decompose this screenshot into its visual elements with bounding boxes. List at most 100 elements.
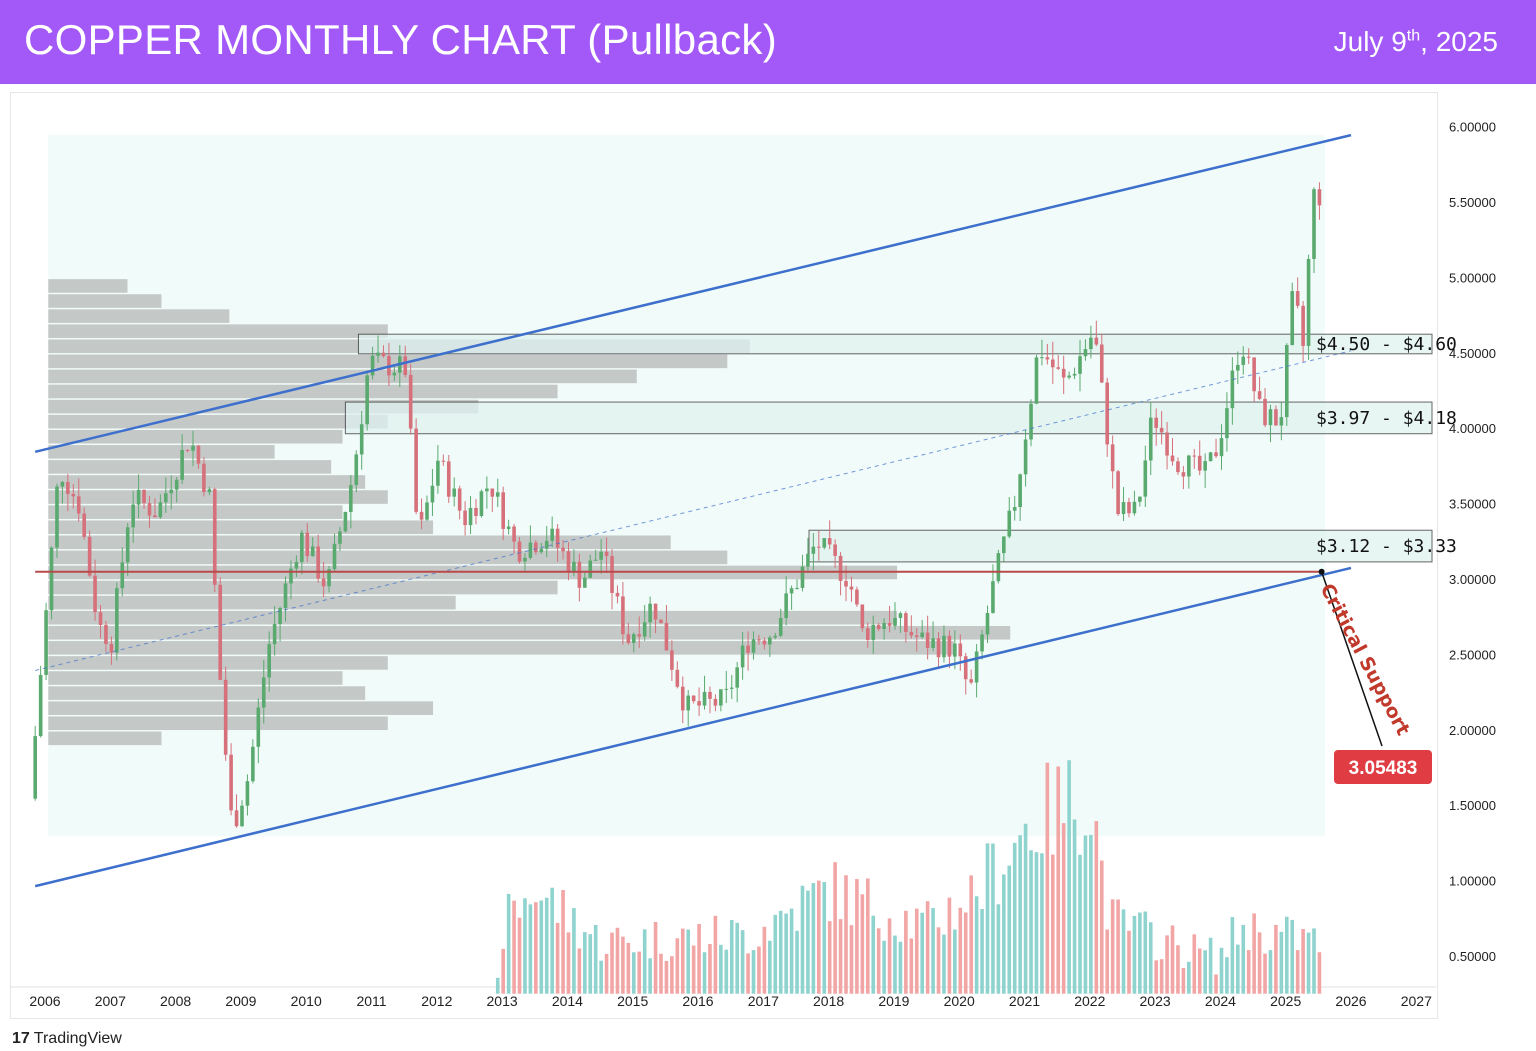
candle-body [1018,474,1022,508]
volume-bar [1203,950,1207,994]
volume-bar [648,958,652,994]
volume-bar [719,944,723,994]
volume-bar [1099,860,1104,994]
volume-profile-bar [48,460,332,474]
candle-body [675,669,680,687]
candle-body [261,677,266,708]
volume-bar [659,953,663,994]
candle-body [517,541,522,562]
volume-profile-bar [48,429,343,444]
candle-body [593,559,598,561]
candle-body [865,628,870,640]
candle-body [60,481,65,487]
candle-body [550,528,554,541]
candle-body [501,492,505,529]
candle-body [294,562,299,569]
candle-body [212,489,217,585]
candle-body [1050,359,1055,368]
volume-bar [1007,865,1012,994]
candle-body [936,638,941,658]
y-tick-label: 5.00000 [1449,270,1496,285]
candle-body [724,688,729,690]
channel [34,133,1352,888]
volume-bar [512,900,516,994]
candle-body [370,355,375,376]
candle-body [376,352,380,356]
volume-bar [822,882,827,994]
volume-profile-bar [48,520,434,535]
candle-body [974,651,979,683]
volume-bar [621,936,625,994]
volume-bar [1279,931,1284,994]
candle-body [1236,364,1240,371]
x-tick-label: 2017 [748,993,779,1009]
volume-bar [1252,913,1256,994]
volume-bar [664,960,669,994]
candle-body [1045,357,1050,360]
candle-body [768,637,772,645]
volume-profile-bar [48,505,343,519]
volume-bar [920,912,924,994]
volume-profile-bar [48,716,388,731]
volume-bar [980,909,984,994]
y-tick-label: 0.50000 [1449,949,1496,964]
volume-bar [773,914,778,994]
candle-body [55,486,59,548]
volume-bar [1301,929,1305,994]
volume-bar [615,927,620,994]
candle-body [920,632,924,638]
volume-bar [985,843,990,994]
volume-bar [768,940,772,994]
candle-body [539,548,544,553]
candle-body [914,635,919,638]
x-tick-label: 2024 [1205,993,1236,1009]
volume-profile-bar [48,701,434,715]
candle-body [98,612,103,625]
candle-body [615,592,620,597]
volume-bar [1219,947,1224,994]
candle-body [485,488,489,492]
volume-bar [855,879,859,994]
volume-bar [925,901,930,994]
volume-bar [1257,932,1262,994]
volume-bar [1312,928,1316,994]
candle-body [691,695,696,702]
candle-body [637,634,642,637]
volume-bar [517,917,522,994]
candles [33,182,1322,828]
volume-bar [1284,916,1289,994]
volume-bar [996,904,1001,994]
candle-body [664,623,669,651]
candle-body [849,586,854,590]
volume-profile-bar [48,490,388,504]
volume-bar [1317,952,1322,994]
volume-bar [1138,912,1142,994]
candle-body [1083,349,1088,357]
candle-body [528,542,533,558]
candle-body [719,689,723,706]
candle-body [653,603,658,620]
volume-bar [534,902,538,994]
volume-bar [947,897,952,994]
candle-body [196,445,201,464]
date-year: , 2025 [1420,26,1498,57]
volume-bar [1214,974,1218,994]
candle-body [577,561,582,588]
candle-body [969,679,973,683]
candle-body [71,493,76,497]
volume-bar [604,953,609,994]
candle-body [164,493,168,503]
candle-body [947,635,952,657]
volume-bar [1083,835,1088,994]
volume-bar [963,912,968,994]
zone-label: $4.50 - $4.60 [1316,334,1457,355]
volume-bar [1072,819,1077,994]
candle-body [544,540,549,549]
volume-bar [882,940,886,994]
candle-body [479,491,484,516]
candle-body [1040,357,1044,359]
candle-body [838,555,843,581]
x-tick-label: 2010 [291,993,322,1009]
volume-bar [931,908,935,994]
volume-bar [936,927,941,994]
